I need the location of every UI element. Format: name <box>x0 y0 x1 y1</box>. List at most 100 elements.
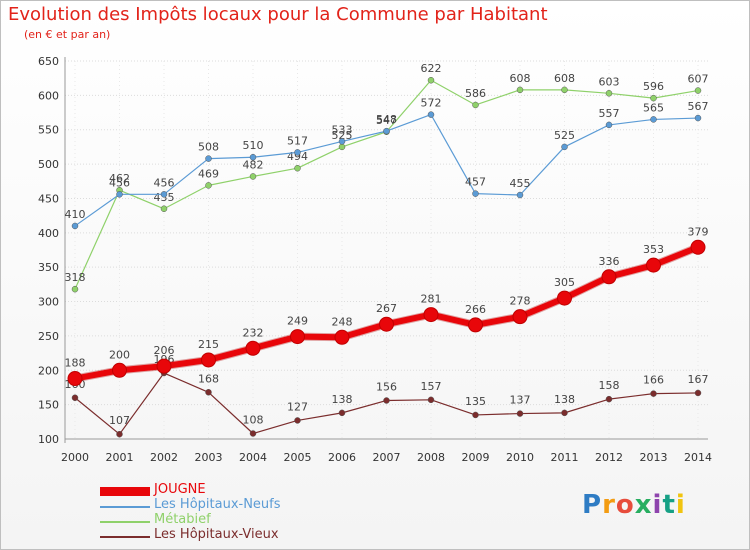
x-tick-label: 2013 <box>640 451 668 464</box>
data-label: 557 <box>599 107 620 120</box>
data-label: 596 <box>643 80 664 93</box>
data-label: 166 <box>643 374 664 387</box>
data-point <box>601 269 617 285</box>
data-label: 248 <box>332 315 353 328</box>
logo-letter: i <box>652 490 663 520</box>
data-point <box>201 352 216 368</box>
data-point <box>512 309 528 325</box>
data-label: 608 <box>554 72 575 85</box>
logo-letter: i <box>675 490 686 520</box>
data-label: 318 <box>65 271 86 284</box>
data-label: 510 <box>243 139 264 152</box>
x-tick-label: 2008 <box>417 451 445 464</box>
data-point <box>516 191 524 199</box>
data-point <box>694 114 702 122</box>
data-label: 206 <box>154 344 175 357</box>
data-label: 158 <box>599 379 620 392</box>
data-label: 586 <box>465 87 486 100</box>
x-tick-label: 2001 <box>106 451 134 464</box>
x-tick-label: 2010 <box>506 451 534 464</box>
logo-letter: P <box>582 490 603 520</box>
data-point <box>694 87 702 94</box>
data-label: 508 <box>198 141 219 154</box>
data-point <box>67 371 83 387</box>
data-label: 232 <box>243 326 264 339</box>
data-label: 156 <box>376 381 397 394</box>
data-label: 379 <box>688 225 709 238</box>
data-point <box>294 149 301 156</box>
data-point <box>160 191 168 198</box>
data-label: 525 <box>554 129 575 142</box>
data-point <box>156 358 172 374</box>
data-point <box>112 362 127 378</box>
data-label: 215 <box>198 338 219 351</box>
data-label: 137 <box>510 394 531 407</box>
legend-label: Les Hôpitaux-Neufs <box>154 497 281 512</box>
y-tick-label: 450 <box>38 192 59 205</box>
data-label: 200 <box>109 348 130 361</box>
logo-letter: r <box>602 490 616 520</box>
data-label: 457 <box>465 176 486 189</box>
data-label: 572 <box>421 97 442 110</box>
data-point <box>71 285 79 293</box>
y-tick-label: 350 <box>38 261 59 274</box>
y-tick-label: 200 <box>38 364 59 377</box>
data-point <box>650 116 657 123</box>
logo-letter: t <box>662 490 676 520</box>
y-tick-label: 500 <box>38 158 59 171</box>
data-point <box>334 329 350 345</box>
data-label: 565 <box>643 101 664 114</box>
data-point <box>383 127 390 135</box>
data-point <box>472 190 479 197</box>
data-point <box>516 410 524 417</box>
data-label: 456 <box>154 176 175 189</box>
legend-swatch <box>100 506 150 508</box>
data-label: 135 <box>465 395 486 408</box>
chart-subtitle: (en € et par an) <box>24 28 111 41</box>
data-label: 167 <box>688 373 709 386</box>
data-point <box>468 317 483 333</box>
logo-letter: o <box>615 490 635 520</box>
legend-label: Métabief <box>154 512 211 527</box>
x-tick-label: 2014 <box>684 451 712 464</box>
y-tick-label: 550 <box>38 124 59 137</box>
data-point <box>290 329 305 345</box>
data-point <box>249 173 257 180</box>
data-label: 108 <box>243 414 264 427</box>
logo-letter: x <box>634 490 653 520</box>
data-point <box>205 155 212 162</box>
data-label: 336 <box>599 255 620 268</box>
data-label: 482 <box>243 158 264 171</box>
data-point <box>116 191 123 198</box>
data-point <box>557 290 572 306</box>
data-label: 548 <box>376 113 397 126</box>
data-label: 517 <box>287 134 308 147</box>
data-label: 608 <box>510 72 531 85</box>
y-tick-label: 300 <box>38 296 59 309</box>
x-tick-label: 2002 <box>150 451 178 464</box>
data-point <box>646 257 661 273</box>
data-point <box>650 94 657 102</box>
y-tick-label: 400 <box>38 227 59 240</box>
x-tick-label: 2005 <box>284 451 312 464</box>
data-label: 469 <box>198 167 219 180</box>
data-point <box>423 307 439 323</box>
legend-swatch <box>100 536 150 538</box>
data-label: 567 <box>688 100 709 113</box>
data-point <box>561 143 568 151</box>
data-label: 188 <box>65 357 86 370</box>
y-tick-label: 650 <box>38 55 59 68</box>
data-point <box>205 182 212 189</box>
data-label: 267 <box>376 302 397 315</box>
x-tick-label: 2012 <box>595 451 623 464</box>
data-label: 157 <box>421 380 442 393</box>
x-tick-label: 2006 <box>328 451 356 464</box>
data-point <box>561 86 568 94</box>
data-label: 547 <box>376 114 397 127</box>
y-tick-label: 250 <box>38 330 59 343</box>
data-label: 168 <box>198 372 219 385</box>
x-tick-label: 2000 <box>61 451 89 464</box>
data-point <box>427 111 435 118</box>
data-point <box>294 164 301 172</box>
